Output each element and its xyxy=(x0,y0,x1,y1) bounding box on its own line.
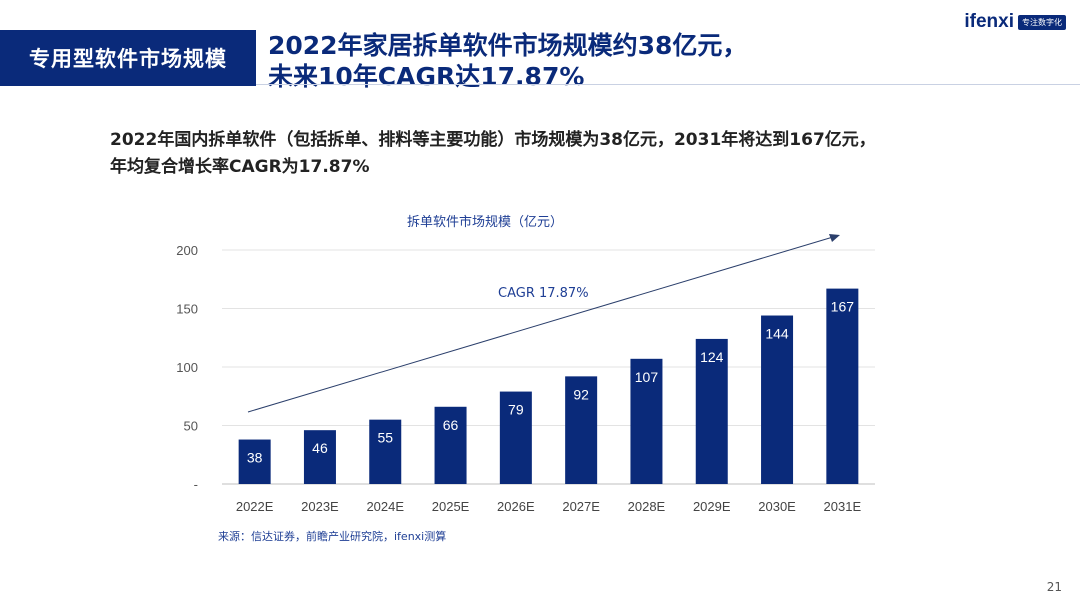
trend-arrow-line xyxy=(247,236,834,413)
page-title: 2022年家居拆单软件市场规模约38亿元， 未来10年CAGR达17.87% xyxy=(268,30,747,92)
title-divider xyxy=(256,84,1080,85)
brand-logo-text: ifenxi xyxy=(964,11,1014,32)
brand-logo: ifenxi 专注数字化 xyxy=(964,11,1066,33)
y-tick-label: 100 xyxy=(176,360,198,375)
bar-value-label: 38 xyxy=(247,450,263,466)
bar-chart: 拆单软件市场规模（亿元） - 50 100 150 200 38 2022E 46 2023E 55… xyxy=(176,214,875,514)
y-tick-label: - xyxy=(194,477,198,492)
bar-value-label: 46 xyxy=(312,440,328,456)
section-tag: 专用型软件市场规模 xyxy=(0,30,256,86)
y-tick-label: 50 xyxy=(184,419,198,434)
bar-value-label: 144 xyxy=(765,326,789,342)
bar xyxy=(761,315,794,484)
trend-arrow-head xyxy=(829,234,840,242)
y-tick-label: 200 xyxy=(176,243,198,258)
bar-value-label: 55 xyxy=(377,430,393,446)
bar-value-label: 124 xyxy=(700,349,724,365)
x-tick-label: 2028E xyxy=(628,499,666,514)
bar xyxy=(369,419,402,484)
page-title-line1: 2022年家居拆单软件市场规模约38亿元， xyxy=(268,31,748,60)
x-tick-label: 2031E xyxy=(824,499,862,514)
summary-line1: 2022年国内拆单软件（包括拆单、排料等主要功能）市场规模为38亿元，2031年… xyxy=(110,130,876,150)
x-tick-label: 2025E xyxy=(432,499,470,514)
bar xyxy=(434,406,467,484)
x-tick-label: 2030E xyxy=(758,499,796,514)
chart-title: 拆单软件市场规模（亿元） xyxy=(407,214,563,230)
page-title-line2: 未来10年CAGR达17.87% xyxy=(268,62,585,91)
bar-value-label: 167 xyxy=(831,299,855,315)
x-tick-label: 2022E xyxy=(236,499,274,514)
bar xyxy=(630,358,663,484)
x-tick-label: 2026E xyxy=(497,499,535,514)
bar-value-label: 66 xyxy=(443,417,459,433)
brand-tagline: 专注数字化 xyxy=(1018,14,1066,30)
bar xyxy=(499,391,532,484)
x-tick-label: 2027E xyxy=(562,499,600,514)
summary-line2: 年均复合增长率CAGR为17.87% xyxy=(110,157,370,177)
bar-value-label: 79 xyxy=(508,402,524,418)
bar xyxy=(565,376,598,484)
bar xyxy=(238,439,271,484)
chart-container: 拆单软件市场规模（亿元） - 50 100 150 200 38 2022E 46 2023E 55… xyxy=(150,205,890,535)
bar-value-label: 107 xyxy=(635,369,659,385)
y-tick-label: 150 xyxy=(176,302,198,317)
cagr-annotation: CAGR 17.87% xyxy=(498,286,589,301)
bar xyxy=(695,338,728,484)
summary-text: 2022年国内拆单软件（包括拆单、排料等主要功能）市场规模为38亿元，2031年… xyxy=(110,127,1040,181)
page-number: 21 xyxy=(1046,580,1062,594)
bar-value-label: 92 xyxy=(573,386,589,402)
source-note: 来源：信达证券，前瞻产业研究院，ifenxi测算 xyxy=(218,530,447,543)
bar xyxy=(826,288,859,484)
x-tick-label: 2023E xyxy=(301,499,339,514)
x-tick-label: 2029E xyxy=(693,499,731,514)
x-tick-label: 2024E xyxy=(366,499,404,514)
bar xyxy=(303,430,336,484)
